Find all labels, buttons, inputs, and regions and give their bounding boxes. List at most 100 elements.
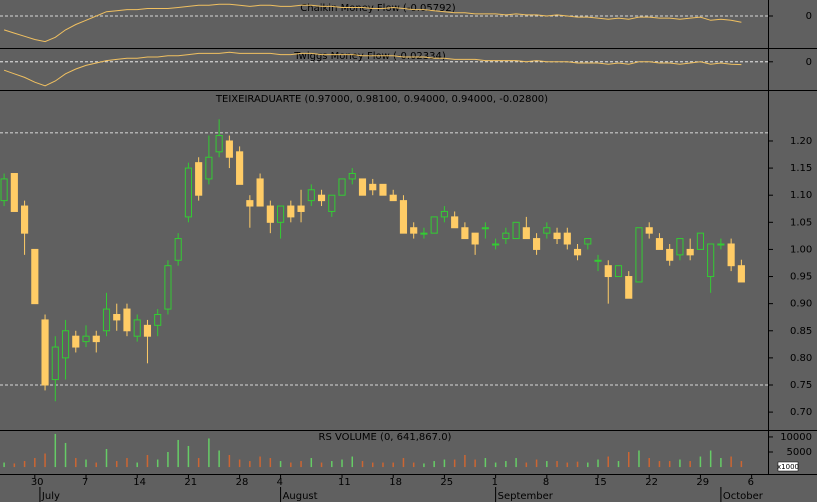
candle-body xyxy=(645,227,653,234)
x-tick-label: 28 xyxy=(236,477,249,488)
candle-body xyxy=(338,178,346,196)
candle-body xyxy=(348,173,356,180)
y-tick-label: 0.90 xyxy=(790,299,812,310)
indicator-line xyxy=(3,3,742,43)
candle-body xyxy=(41,319,49,386)
y-tick-label: 1.10 xyxy=(790,190,812,201)
candle-body xyxy=(277,205,285,223)
candle-body xyxy=(10,173,18,212)
candle-body xyxy=(727,243,735,267)
candle-body xyxy=(174,238,182,261)
candle-body xyxy=(737,265,745,283)
candle-body xyxy=(184,167,192,218)
candle-body xyxy=(410,227,418,234)
candle-body xyxy=(369,183,377,191)
y-tick-label: 0.80 xyxy=(790,353,812,364)
candle-body xyxy=(512,221,520,240)
x-tick-label: 1 xyxy=(492,477,498,488)
candle-body xyxy=(717,243,725,246)
x-tick-label: 22 xyxy=(645,477,658,488)
x-tick-label: 29 xyxy=(696,477,709,488)
candle-body xyxy=(205,156,213,180)
candle-body xyxy=(563,232,571,245)
y-tick-label: 0.75 xyxy=(790,380,812,391)
y-tick-label: 0.95 xyxy=(790,272,812,283)
candle-body xyxy=(297,205,305,212)
candle-body xyxy=(195,162,203,196)
candle-body xyxy=(655,238,664,250)
candle-body xyxy=(471,232,479,245)
y-tick-label: 10000 xyxy=(780,432,812,443)
candle-body xyxy=(533,238,541,250)
x-tick-label: 8 xyxy=(543,477,549,488)
x-tick-label: 30 xyxy=(31,477,44,488)
y-tick-label: 1.20 xyxy=(790,136,812,147)
candle-body xyxy=(451,216,459,229)
panel-title: Twiggs Money Flow (-0.02334) xyxy=(293,51,446,62)
candle-body xyxy=(686,248,694,256)
candle-body xyxy=(31,248,39,305)
chart-title: TEIXEIRADUARTE (0.97000, 0.98100, 0.9400… xyxy=(215,94,548,105)
y-tick-label: 5000 xyxy=(787,447,812,458)
candle-body xyxy=(440,210,448,218)
candle-body xyxy=(61,330,70,359)
x-tick-label: 11 xyxy=(338,477,351,488)
indicator-line xyxy=(3,51,742,87)
x-tick-label: 18 xyxy=(389,477,402,488)
panel-title: RS VOLUME (0, 641,867.0) xyxy=(319,432,452,443)
candle-body xyxy=(420,232,428,235)
x-tick-label: 25 xyxy=(440,477,453,488)
candle-body xyxy=(492,243,500,246)
candle-body xyxy=(246,200,254,207)
candle-body xyxy=(522,227,530,240)
x-tick-label: 15 xyxy=(594,477,607,488)
candle-body xyxy=(594,259,602,262)
y-tick-label: 1.15 xyxy=(790,163,812,174)
candle-body xyxy=(676,238,684,256)
y-tick-label: 1.00 xyxy=(790,244,812,255)
y-tick-label: 0.70 xyxy=(790,407,812,418)
x-tick-label: 14 xyxy=(133,477,146,488)
candle-body xyxy=(584,238,592,245)
y-tick-label: 0 xyxy=(806,11,812,22)
x-tick-label: 4 xyxy=(277,477,283,488)
y-tick-label: 0 xyxy=(806,57,812,68)
candle-body xyxy=(164,265,172,310)
candle-body xyxy=(543,227,551,234)
month-label: October xyxy=(723,491,764,502)
candle-body xyxy=(666,248,674,261)
candle-body xyxy=(72,335,80,348)
candle-body xyxy=(21,205,29,234)
candle-body xyxy=(92,335,100,343)
candle-body xyxy=(379,183,387,196)
candle-body xyxy=(481,227,489,230)
candle-body xyxy=(317,194,326,202)
candle-body xyxy=(502,232,510,240)
candle-body xyxy=(113,313,121,321)
candle-body xyxy=(614,265,623,278)
candle-body xyxy=(287,205,295,218)
candle-body xyxy=(553,232,561,240)
candle-body xyxy=(707,243,715,278)
candle-body xyxy=(461,227,469,240)
candle-body xyxy=(635,227,643,283)
candle-body xyxy=(225,140,233,158)
x-tick-label: 21 xyxy=(184,477,197,488)
candle-body xyxy=(143,324,152,337)
candle-body xyxy=(0,178,8,202)
candle-body xyxy=(399,200,408,234)
candle-body xyxy=(154,313,162,326)
x-tick-label: 6 xyxy=(748,477,754,488)
candle-body xyxy=(307,189,315,202)
candle-body xyxy=(573,248,582,256)
unit-label: x1000 xyxy=(777,463,799,471)
y-tick-label: 1.05 xyxy=(790,217,812,228)
candle-body xyxy=(215,135,223,153)
x-tick-label: 7 xyxy=(82,477,88,488)
candle-body xyxy=(604,265,612,278)
candle-body xyxy=(123,308,131,332)
month-label: September xyxy=(498,491,554,502)
y-tick-label: 0.85 xyxy=(790,326,812,337)
candle-body xyxy=(266,205,274,223)
